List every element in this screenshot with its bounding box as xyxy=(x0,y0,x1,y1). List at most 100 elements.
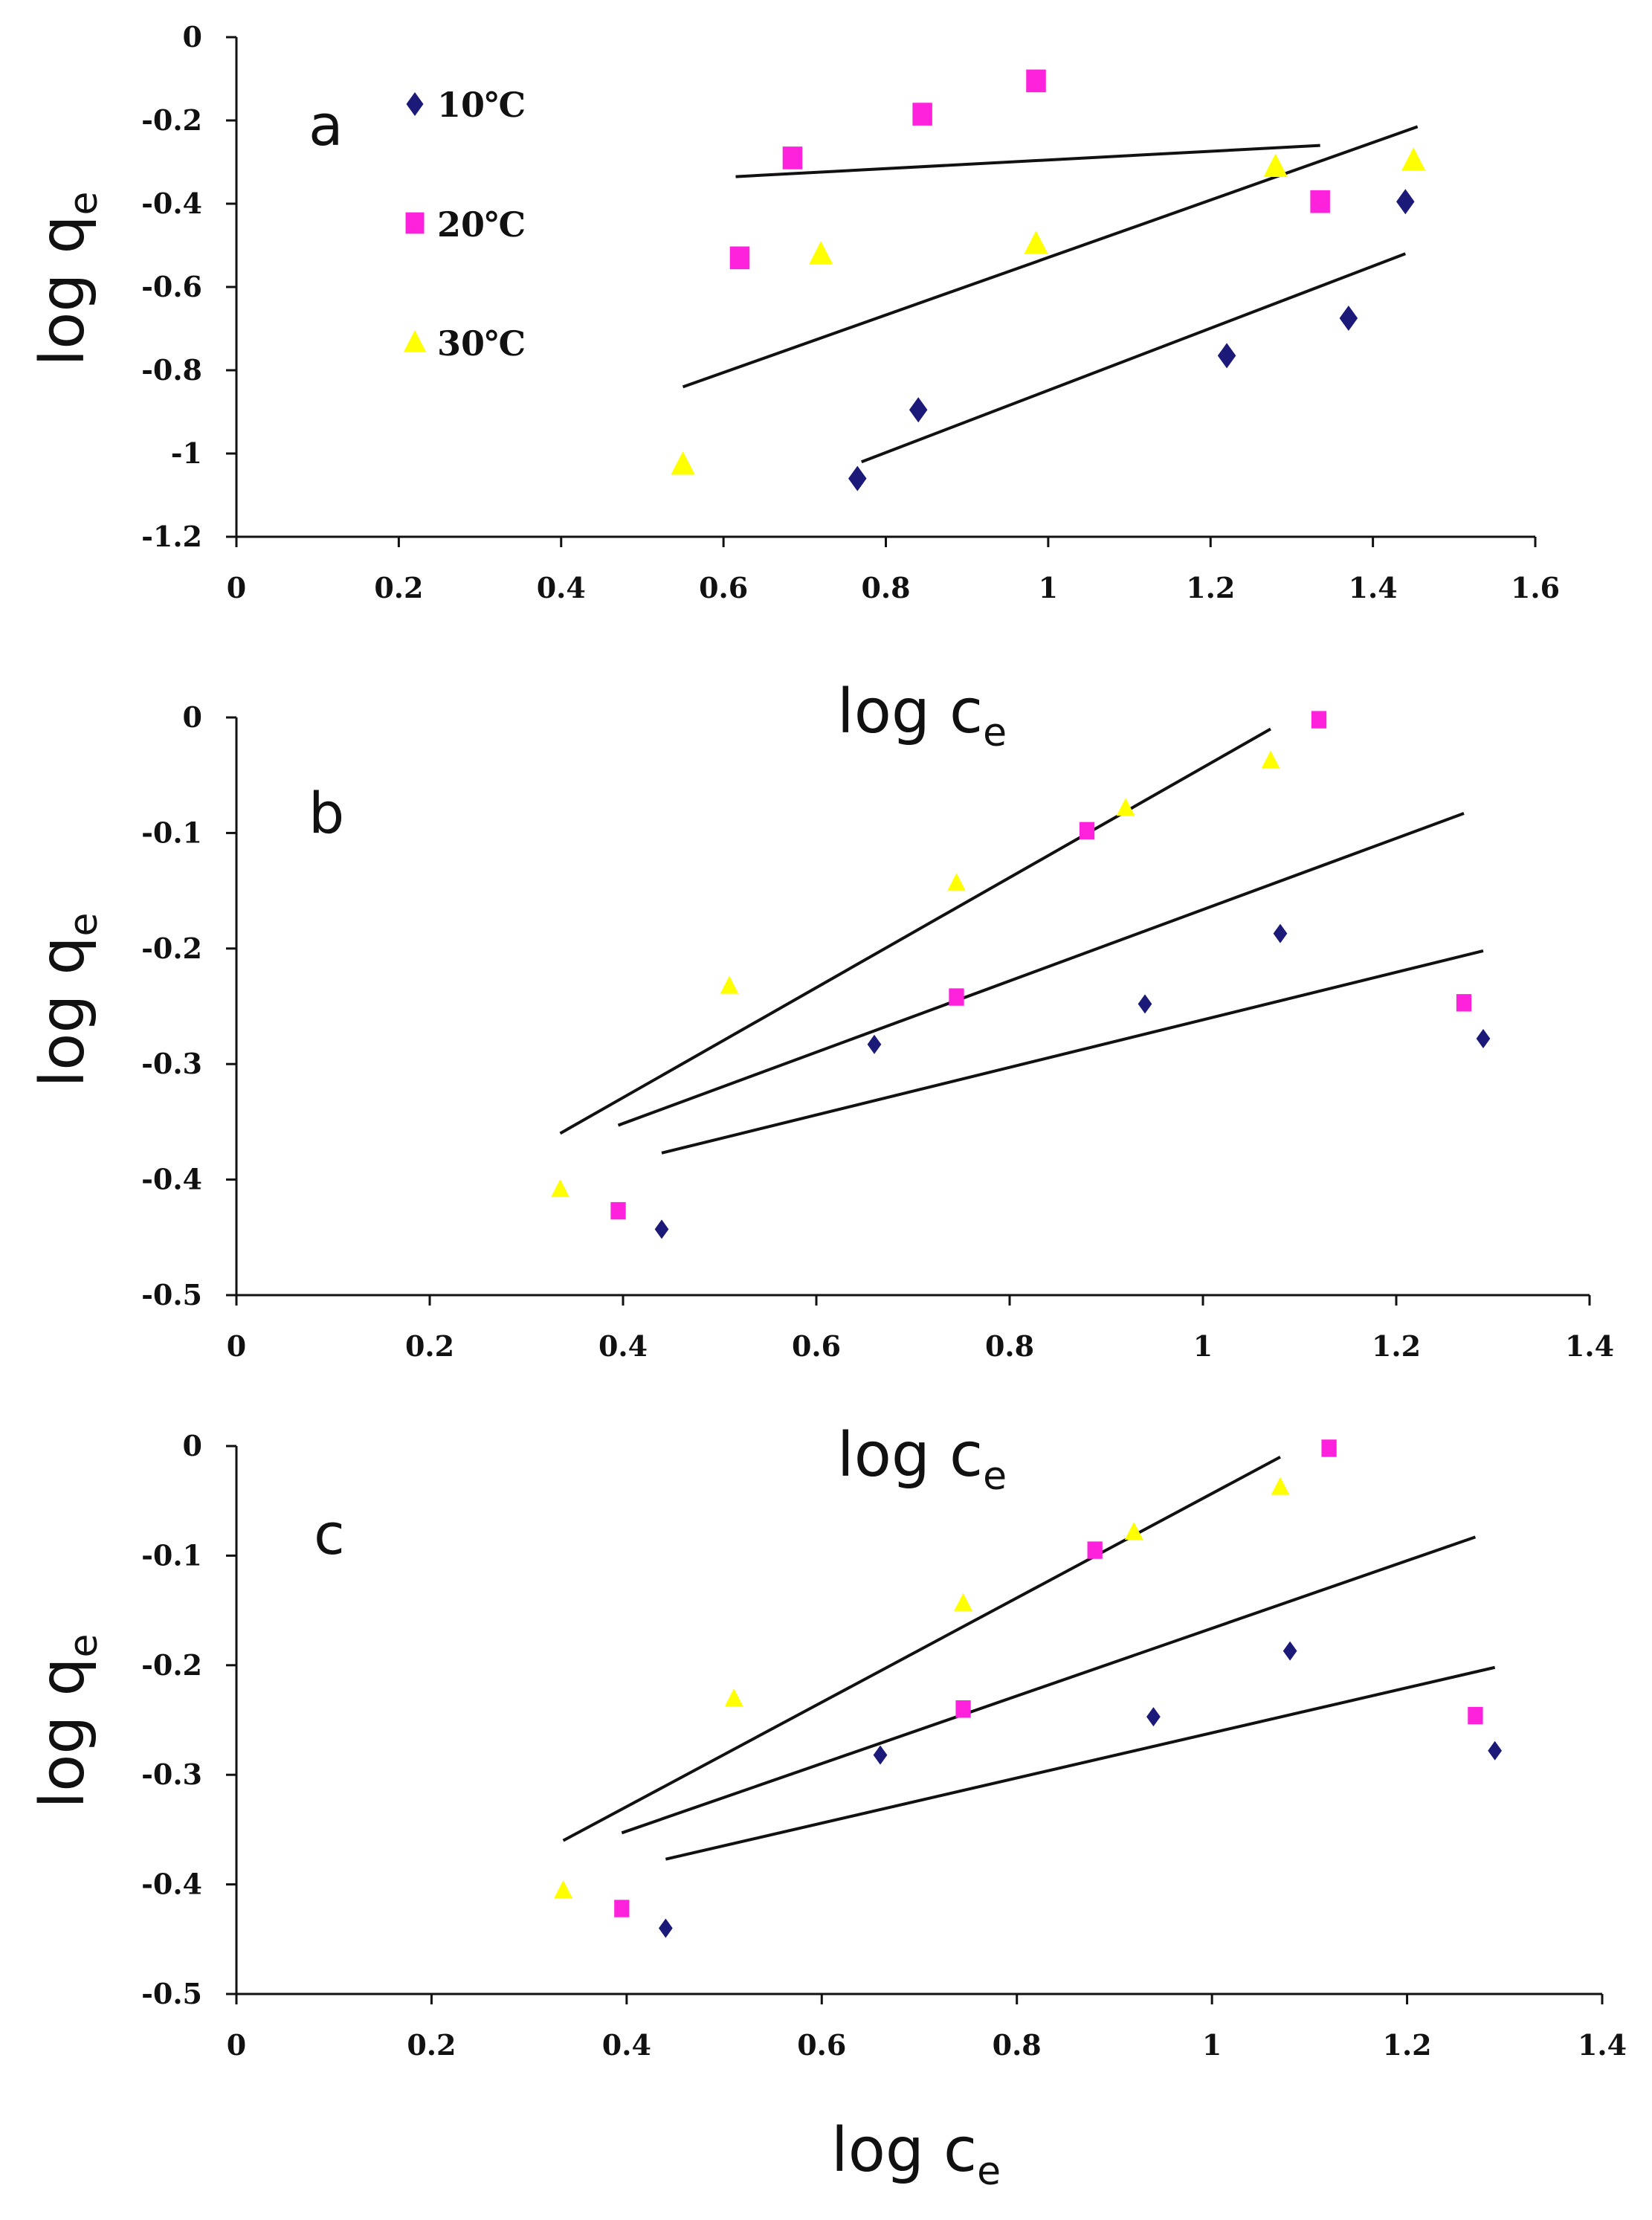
data-point-30c xyxy=(551,1179,570,1198)
data-point-30c xyxy=(1401,147,1426,171)
x-tick-label: 1.4 xyxy=(1565,1329,1614,1363)
data-point-20c xyxy=(1456,994,1472,1012)
data-point-30c xyxy=(1271,1477,1290,1495)
fit-line xyxy=(665,1665,1496,1861)
x-tick-label: 0 xyxy=(227,1329,246,1363)
data-point-20c xyxy=(1468,1706,1483,1725)
data-point-10c xyxy=(1138,994,1152,1014)
data-point-20c xyxy=(1079,822,1095,839)
axes xyxy=(235,717,1590,1297)
legend: 10℃ 20℃ 30℃ xyxy=(403,85,526,364)
y-axis-title-c: log qe xyxy=(28,1633,106,1808)
x-tick-label: 1.4 xyxy=(1578,2028,1627,2062)
data-point-30c xyxy=(1263,153,1288,178)
y-tick-label: -0.6 xyxy=(141,270,202,303)
data-point-30c xyxy=(720,975,739,994)
diamond-marker-icon xyxy=(406,92,424,116)
panel-a: 0 0.2 0.4 0.6 0.8 1 1.2 1.4 1.6 0 -0.2 -0.4 -0.6 -0.… xyxy=(28,20,1560,755)
data-point-10c xyxy=(909,397,928,423)
x-tick-label: 0.4 xyxy=(602,2028,651,2062)
x-tick-label: 1.6 xyxy=(1511,571,1560,604)
data-points xyxy=(551,711,1491,1239)
data-point-10c xyxy=(654,1219,669,1239)
fit-line xyxy=(861,252,1407,464)
legend-label-30c: 30℃ xyxy=(437,323,526,364)
x-tick-label: 1.2 xyxy=(1186,571,1235,604)
fit-line xyxy=(735,143,1320,178)
x-tick-label: 0.6 xyxy=(797,2028,846,2062)
y-axis-title-a: log qe xyxy=(28,191,106,366)
data-point-30c xyxy=(1261,750,1280,769)
axes xyxy=(235,1446,1602,1995)
data-point-20c xyxy=(955,1700,971,1718)
data-point-30c xyxy=(954,1593,972,1611)
y-tick-label: -0.1 xyxy=(141,1538,202,1572)
panel-c: 0 0.2 0.4 0.6 0.8 1 1.2 1.4 0 -0.1 -0.2 -0.3 -0.4 -0… xyxy=(28,1429,1627,2194)
data-point-20c xyxy=(1311,711,1327,729)
data-point-10c xyxy=(1282,1641,1297,1661)
data-point-30c xyxy=(1116,798,1135,816)
fit-line xyxy=(661,949,1484,1155)
x-tick-label: 0.2 xyxy=(405,1329,454,1363)
y-tick-label: -0.2 xyxy=(141,932,202,965)
panel-label-a: a xyxy=(309,92,343,158)
x-tick-label: 0.8 xyxy=(993,2028,1042,2062)
y-tick-label: -0.8 xyxy=(141,353,202,387)
data-point-10c xyxy=(1146,1707,1161,1727)
legend-item-20c: 20℃ xyxy=(405,204,526,245)
y-tick-label: -0.3 xyxy=(141,1758,202,1791)
data-point-10c xyxy=(1488,1740,1503,1761)
x-tick-label: 1.4 xyxy=(1349,571,1398,604)
y-tick-label: -0.4 xyxy=(141,1868,202,1901)
x-tick-label: 0.6 xyxy=(792,1329,841,1363)
y-tick-label: -0.3 xyxy=(141,1047,202,1080)
y-tick-label: -1 xyxy=(171,436,202,470)
data-point-30c xyxy=(724,1688,743,1707)
x-ticks: 0 0.2 0.4 0.6 0.8 1 1.2 1.4 1.6 xyxy=(227,537,1560,604)
panel-label-b: b xyxy=(309,780,344,846)
x-tick-label: 0.8 xyxy=(985,1329,1034,1363)
data-point-10c xyxy=(1217,343,1236,369)
x-ticks: 0 0.2 0.4 0.6 0.8 1 1.2 1.4 xyxy=(227,1295,1614,1363)
fit-lines xyxy=(562,1455,1496,1861)
x-tick-label: 1 xyxy=(1202,2028,1222,2062)
panel-label-c: c xyxy=(314,1501,345,1567)
data-point-10c xyxy=(1476,1029,1491,1049)
data-point-20c xyxy=(1087,1541,1103,1559)
x-tick-label: 0.4 xyxy=(598,1329,648,1363)
y-tick-label: -0.1 xyxy=(141,816,202,849)
data-point-30c xyxy=(671,451,695,475)
y-ticks: 0 -0.2 -0.4 -0.6 -0.8 -1 -1.2 xyxy=(141,20,236,553)
fit-line xyxy=(559,727,1271,1135)
y-tick-label: -0.4 xyxy=(141,1163,202,1196)
x-axis-title-a: log ce xyxy=(837,677,1007,755)
data-point-20c xyxy=(610,1201,626,1220)
data-point-30c xyxy=(947,873,966,891)
legend-item-30c: 30℃ xyxy=(403,323,526,364)
legend-label-20c: 20℃ xyxy=(437,204,526,245)
x-tick-label: 0 xyxy=(227,571,246,604)
x-tick-label: 0.4 xyxy=(537,571,586,604)
fit-lines xyxy=(682,125,1419,464)
y-tick-label: -0.4 xyxy=(141,187,202,220)
y-ticks: 0 -0.1 -0.2 -0.3 -0.4 -0.5 xyxy=(141,1429,236,2010)
y-ticks: 0 -0.1 -0.2 -0.3 -0.4 -0.5 xyxy=(141,700,236,1311)
panel-b: 0 0.2 0.4 0.6 0.8 1 1.2 1.4 0 -0.1 -0.2 -0.3 -0.4 -0… xyxy=(28,700,1614,1499)
data-point-20c xyxy=(729,246,750,270)
data-point-10c xyxy=(1339,306,1358,331)
data-point-30c xyxy=(809,241,833,265)
y-tick-label: -0.2 xyxy=(141,103,202,137)
data-point-30c xyxy=(1124,1521,1143,1540)
fit-line xyxy=(621,1535,1477,1835)
x-tick-label: 1 xyxy=(1039,571,1058,604)
data-point-20c xyxy=(1321,1439,1337,1457)
data-points xyxy=(554,1439,1503,1938)
square-marker-icon xyxy=(405,212,425,234)
y-tick-label: 0 xyxy=(183,1429,202,1462)
data-point-20c xyxy=(949,988,964,1006)
legend-item-10c: 10℃ xyxy=(406,85,526,125)
legend-label-10c: 10℃ xyxy=(437,85,526,125)
data-point-10c xyxy=(873,1745,888,1765)
data-point-20c xyxy=(614,1900,630,1917)
triangle-marker-icon xyxy=(403,330,427,352)
